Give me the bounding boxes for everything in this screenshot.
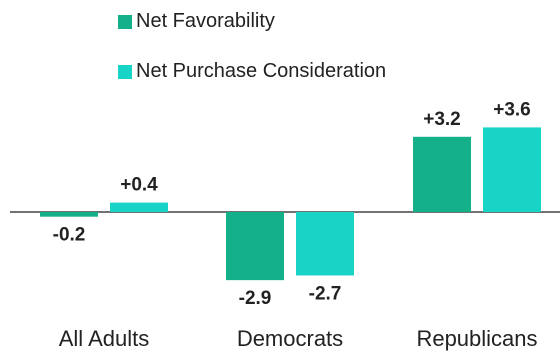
data-label-net-favorability-2: +3.2 xyxy=(423,109,461,130)
data-label-net-favorability-0: -0.2 xyxy=(53,225,86,246)
bar-net-purchase-consideration-1 xyxy=(296,212,354,276)
data-label-net-favorability-1: -2.9 xyxy=(239,288,272,309)
data-label-net-purchase-consideration-0: +0.4 xyxy=(120,175,158,196)
legend-item-net-favorability: Net Favorability xyxy=(118,10,275,33)
data-label-net-purchase-consideration-1: -2.7 xyxy=(309,283,342,304)
bar-net-purchase-consideration-0 xyxy=(110,202,168,212)
legend-swatch-net-purchase-consideration xyxy=(118,64,132,79)
legend-swatch-net-favorability xyxy=(118,14,132,29)
category-label-1: Democrats xyxy=(237,326,343,351)
bar-net-purchase-consideration-2 xyxy=(483,127,541,212)
legend-label-net-favorability: Net Favorability xyxy=(136,10,275,32)
legend-label-net-purchase-consideration: Net Purchase Consideration xyxy=(136,60,387,82)
bar-net-favorability-1 xyxy=(226,212,284,281)
data-label-net-purchase-consideration-2: +3.6 xyxy=(493,99,531,120)
bar-net-favorability-2 xyxy=(413,136,471,212)
bar-net-favorability-0 xyxy=(40,212,98,217)
category-label-0: All Adults xyxy=(59,326,150,351)
category-label-2: Republicans xyxy=(416,326,537,351)
legend-item-net-purchase-consideration: Net Purchase Consideration xyxy=(118,60,386,83)
